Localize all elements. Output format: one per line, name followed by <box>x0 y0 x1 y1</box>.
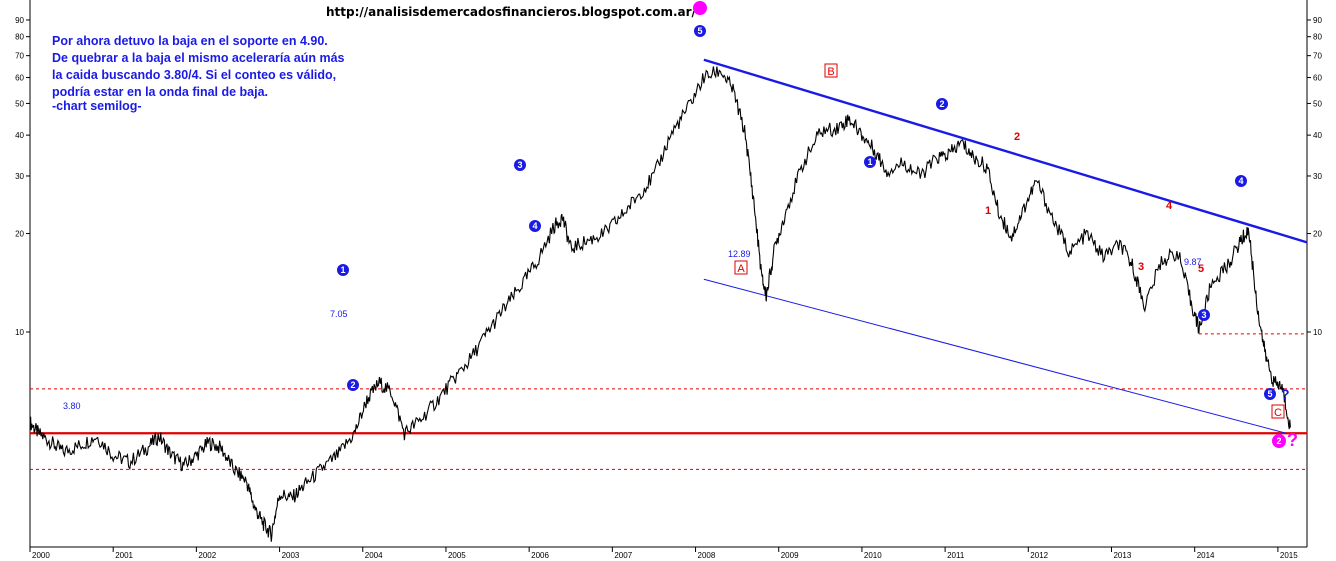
x-tick-label: 2007 <box>614 551 632 560</box>
svg-text:A: A <box>737 263 745 275</box>
y-tick-label: 20 <box>15 230 24 239</box>
value-label-3-80: 3.80 <box>63 401 81 411</box>
price-line <box>29 66 1291 542</box>
y-tick-label: 50 <box>15 99 24 108</box>
svg-text:3: 3 <box>1201 310 1206 320</box>
wave-red-5: 5 <box>1198 263 1204 275</box>
y-axis-right-ticks: 10 20 30 40 50 60 70 80 90 <box>1307 16 1322 337</box>
value-label-7-05: 7.05 <box>330 309 348 319</box>
svg-text:C: C <box>1274 407 1282 419</box>
x-tick-label: 2011 <box>947 551 965 560</box>
svg-text:1: 1 <box>340 265 345 275</box>
question-mark-blue: ? <box>1281 386 1290 402</box>
price-series <box>29 66 1291 542</box>
wave-blue-2-2004: 2 <box>347 379 359 391</box>
y-tick-label: 80 <box>1313 33 1322 42</box>
value-label-9-87: 9.87 <box>1184 257 1202 267</box>
wave-blue-1-2004: 1 <box>337 264 349 276</box>
annotation-note: Por ahora detuvo la baja en el soporte e… <box>52 34 345 113</box>
note-line-3: la caida buscando 3.80/4. Si el conteo e… <box>52 68 336 82</box>
wave-blue-4-2006: 4 <box>529 220 541 232</box>
y-tick-label: 60 <box>1313 74 1322 83</box>
x-tick-label: 2004 <box>365 551 383 560</box>
trend-channel <box>703 58 1308 434</box>
svg-text:1: 1 <box>867 157 872 167</box>
magenta-wave-2: 2 <box>1272 434 1286 448</box>
trend-line <box>703 58 1308 244</box>
y-tick-label: 60 <box>15 74 24 83</box>
magenta-marker-top <box>693 1 707 15</box>
wave-blue-1-2010: 1 <box>864 156 876 168</box>
x-tick-label: 2015 <box>1280 551 1298 560</box>
note-line-5: -chart semilog- <box>52 99 142 113</box>
trend-line <box>703 278 1287 434</box>
svg-text:4: 4 <box>532 221 537 231</box>
wave-blue-2-2011: 2 <box>936 98 948 110</box>
x-tick-label: 2000 <box>32 551 50 560</box>
wave-blue-5-2008: 5 <box>694 25 706 37</box>
y-tick-label: 10 <box>15 328 24 337</box>
wave-blue-5-2015: 5 <box>1264 388 1276 400</box>
svg-text:2: 2 <box>939 99 944 109</box>
x-tick-label: 2002 <box>198 551 216 560</box>
y-tick-label: 40 <box>15 131 24 140</box>
question-mark-magenta: ? <box>1287 430 1298 450</box>
wave-blue-3-2006: 3 <box>514 159 526 171</box>
x-tick-label: 2001 <box>115 551 133 560</box>
y-tick-label: 50 <box>1313 99 1322 108</box>
x-tick-label: 2010 <box>864 551 882 560</box>
svg-text:2: 2 <box>350 380 355 390</box>
svg-text:5: 5 <box>1267 389 1272 399</box>
wave-red-3: 3 <box>1138 261 1144 273</box>
svg-text:5: 5 <box>697 26 702 36</box>
x-tick-label: 2014 <box>1197 551 1215 560</box>
y-tick-label: 10 <box>1313 328 1322 337</box>
x-tick-label: 2008 <box>698 551 716 560</box>
y-tick-label: 30 <box>15 172 24 181</box>
x-tick-label: 2013 <box>1113 551 1131 560</box>
wave-box-A: A <box>734 260 748 275</box>
wave-red-2: 2 <box>1014 131 1020 143</box>
y-tick-label: 20 <box>1313 230 1322 239</box>
x-tick-label: 2005 <box>448 551 466 560</box>
note-line-2: De quebrar a la baja el mismo aceleraría… <box>52 51 345 65</box>
wave-red-4: 4 <box>1166 200 1173 212</box>
x-axis-ticks: 2000 2001 2002 2003 2004 2005 2006 2007 2008 2009… <box>29 547 1298 560</box>
svg-text:2: 2 <box>1276 436 1281 446</box>
y-tick-label: 30 <box>1313 172 1322 181</box>
wave-blue-3-2014: 3 <box>1198 309 1210 321</box>
y-tick-label: 70 <box>15 52 24 61</box>
note-line-4: podría estar en la onda final de baja. <box>52 85 268 99</box>
wave-box-C: C <box>1271 404 1285 419</box>
value-label-12-89: 12.89 <box>728 249 751 259</box>
y-tick-label: 90 <box>15 16 24 25</box>
wave-red-1: 1 <box>985 205 991 217</box>
y-tick-label: 90 <box>1313 16 1322 25</box>
svg-text:3: 3 <box>517 160 522 170</box>
wave-box-B: B <box>824 63 838 78</box>
y-tick-label: 70 <box>1313 52 1322 61</box>
x-tick-label: 2009 <box>781 551 799 560</box>
y-axis-left-ticks: 10 20 30 40 50 60 70 80 90 <box>15 16 30 337</box>
svg-text:4: 4 <box>1238 176 1243 186</box>
x-tick-label: 2003 <box>282 551 300 560</box>
x-tick-label: 2012 <box>1030 551 1048 560</box>
y-tick-label: 40 <box>1313 131 1322 140</box>
support-levels <box>30 333 1307 470</box>
source-url: http://analisisdemercadosfinancieros.blo… <box>326 5 697 19</box>
wave-blue-4-2014: 4 <box>1235 175 1247 187</box>
note-line-1: Por ahora detuvo la baja en el soporte e… <box>52 34 328 48</box>
y-tick-label: 80 <box>15 33 24 42</box>
svg-text:B: B <box>827 66 834 78</box>
x-tick-label: 2006 <box>531 551 549 560</box>
